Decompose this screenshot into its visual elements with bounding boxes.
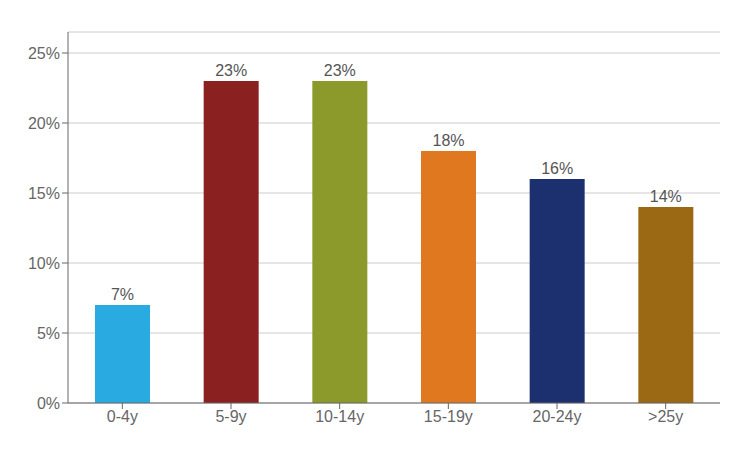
- svg-text:7%: 7%: [111, 286, 134, 303]
- svg-text:20-24y: 20-24y: [533, 408, 582, 425]
- svg-text:20%: 20%: [28, 115, 60, 132]
- svg-text:5-9y: 5-9y: [215, 408, 246, 425]
- svg-text:14%: 14%: [650, 188, 682, 205]
- svg-text:23%: 23%: [215, 62, 247, 79]
- svg-text:15-19y: 15-19y: [424, 408, 473, 425]
- svg-text:>25y: >25y: [648, 408, 683, 425]
- svg-text:15%: 15%: [28, 185, 60, 202]
- svg-text:25%: 25%: [28, 45, 60, 62]
- svg-text:0%: 0%: [37, 395, 60, 412]
- svg-text:16%: 16%: [541, 160, 573, 177]
- svg-text:23%: 23%: [324, 62, 356, 79]
- svg-text:18%: 18%: [432, 132, 464, 149]
- svg-text:5%: 5%: [37, 325, 60, 342]
- svg-text:10-14y: 10-14y: [315, 408, 364, 425]
- svg-text:0-4y: 0-4y: [107, 408, 138, 425]
- svg-text:10%: 10%: [28, 255, 60, 272]
